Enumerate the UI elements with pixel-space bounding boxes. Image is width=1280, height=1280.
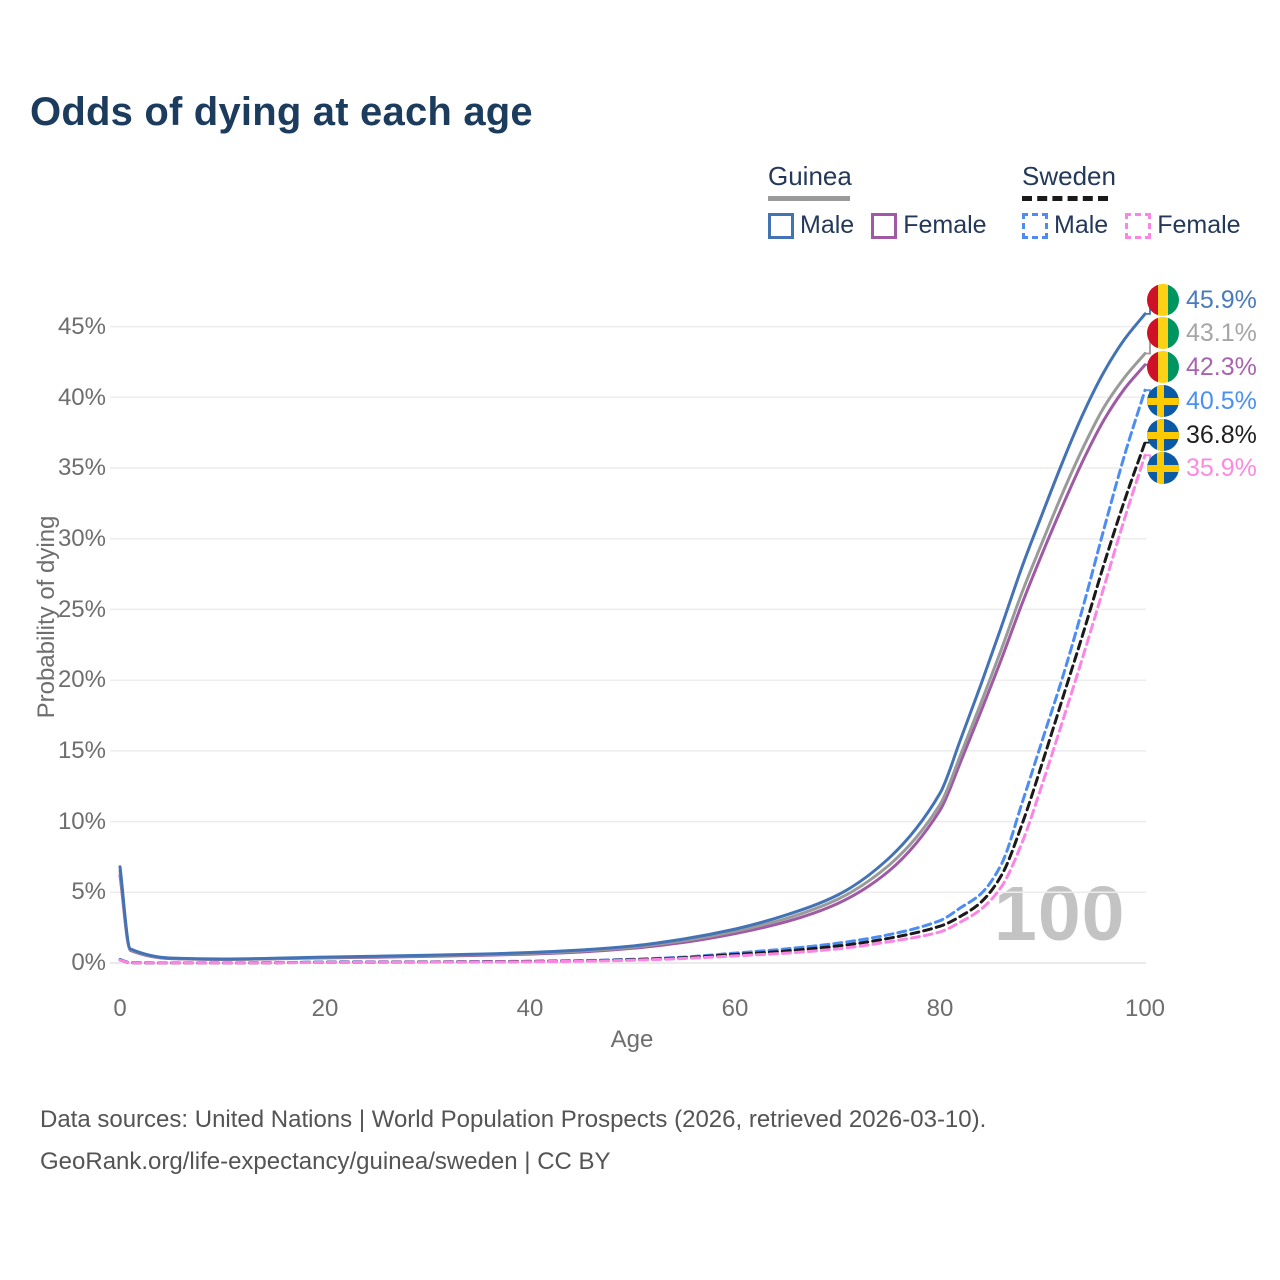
guinea-female-swatch-icon	[871, 212, 898, 239]
legend-sweden-name: Sweden	[1022, 161, 1116, 191]
guinea-flag-icon	[1147, 284, 1179, 316]
guinea-flag-icon	[1147, 351, 1179, 383]
end-label-value: 36.8%	[1186, 420, 1257, 449]
x-tick-label: 80	[926, 995, 954, 1022]
legend-item-sweden-male[interactable]: Male	[1022, 211, 1108, 240]
end-label-value: 45.9%	[1186, 285, 1257, 314]
series-line-guinea-female	[118, 363, 1147, 961]
legend-item-label: Female	[903, 211, 987, 239]
y-tick-label: 10%	[57, 808, 106, 835]
series-line-guinea-male	[118, 312, 1147, 961]
legend-group-guinea: Guinea Male Female	[768, 161, 987, 240]
y-tick-label: 40%	[57, 384, 106, 411]
x-tick-label: 60	[721, 995, 749, 1022]
series-line-sweden-both-sexes	[118, 441, 1147, 965]
legend-item-label: Female	[1157, 211, 1241, 239]
sweden-flag-icon	[1147, 452, 1179, 484]
x-tick-label: 40	[516, 995, 544, 1022]
end-label-row: 45.9%	[1147, 284, 1257, 316]
end-label-row: 42.3%	[1147, 351, 1257, 383]
sweden-female-swatch-icon	[1125, 212, 1152, 239]
page-title: Odds of dying at each age	[30, 90, 533, 134]
y-tick-label: 20%	[57, 666, 106, 693]
x-axis-title: Age	[610, 1026, 654, 1053]
legend-item-label: Male	[800, 211, 855, 239]
series-line-sweden-female	[118, 453, 1147, 965]
y-tick-label: 15%	[57, 737, 106, 764]
x-tick-label: 100	[1124, 995, 1166, 1022]
data-source-line: Data sources: United Nations | World Pop…	[40, 1106, 987, 1133]
legend-sweden-underline	[1022, 196, 1108, 201]
x-tick-label: 20	[311, 995, 339, 1022]
sweden-flag-icon	[1147, 419, 1179, 451]
legend-guinea-name: Guinea	[768, 161, 852, 191]
y-tick-label: 35%	[57, 454, 106, 481]
end-label-row: 36.8%	[1147, 419, 1257, 451]
end-label-value: 35.9%	[1186, 453, 1257, 482]
end-label-row: 40.5%	[1147, 385, 1257, 417]
end-label-row: 35.9%	[1147, 452, 1257, 484]
end-label-row: 43.1%	[1147, 317, 1257, 349]
y-tick-label: 30%	[57, 525, 106, 552]
y-tick-label: 5%	[71, 878, 106, 905]
legend-item-guinea-female[interactable]: Female	[871, 211, 987, 240]
legend-guinea-underline	[768, 196, 850, 201]
guinea-male-swatch-icon	[768, 212, 794, 239]
y-tick-label: 0%	[71, 949, 106, 976]
legend-item-sweden-female[interactable]: Female	[1125, 211, 1241, 240]
end-label-value: 43.1%	[1186, 318, 1257, 347]
hover-age-watermark: 100	[994, 871, 1126, 957]
end-label-value: 42.3%	[1186, 352, 1257, 381]
sweden-male-swatch-icon	[1022, 212, 1048, 239]
guinea-flag-icon	[1147, 317, 1179, 349]
legend-item-guinea-male[interactable]: Male	[768, 211, 854, 240]
y-tick-label: 25%	[57, 596, 106, 623]
sweden-flag-icon	[1147, 385, 1179, 417]
end-label-value: 40.5%	[1186, 386, 1257, 415]
y-tick-label: 45%	[57, 313, 106, 340]
legend-group-sweden: Sweden Male Female	[1022, 161, 1241, 240]
legend-item-label: Male	[1054, 211, 1109, 239]
x-tick-label: 0	[113, 995, 127, 1022]
data-source-line: GeoRank.org/life-expectancy/guinea/swede…	[40, 1148, 611, 1175]
